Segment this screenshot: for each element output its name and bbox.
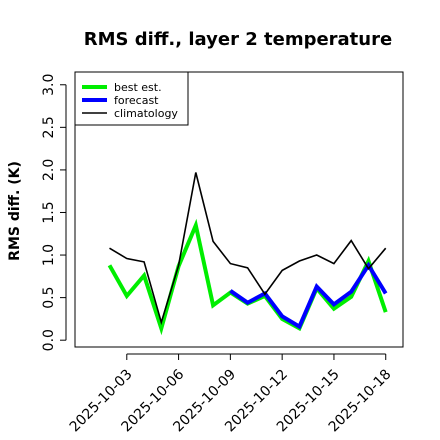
y-tick-label: 0.0 bbox=[41, 329, 57, 351]
y-tick-label: 0.5 bbox=[41, 286, 57, 308]
legend-box bbox=[74, 71, 189, 126]
chart-title: RMS diff., layer 2 temperature bbox=[84, 29, 392, 50]
series-layer bbox=[107, 172, 388, 336]
y-tick-label: 2.0 bbox=[41, 159, 57, 181]
y-tick-label: 3.0 bbox=[41, 74, 57, 96]
x-axis: 2025-10-032025-10-062025-10-092025-10-12… bbox=[67, 353, 395, 435]
y-axis: 0.0 0.5 1.0 1.5 2.0 2.5 3.0 bbox=[41, 74, 67, 351]
y-axis-label: RMS diff. (K) bbox=[7, 161, 23, 261]
legend-label: best est. bbox=[114, 81, 162, 94]
legend-label: climatology bbox=[114, 107, 178, 120]
series-line-climatology bbox=[109, 172, 387, 326]
plot-frame bbox=[74, 71, 404, 348]
legend-label: forecast bbox=[114, 94, 159, 107]
y-tick-label: 2.5 bbox=[41, 116, 57, 138]
y-tick-label: 1.0 bbox=[41, 244, 57, 266]
series-line-best-est bbox=[107, 218, 388, 336]
series-line-forecast bbox=[229, 261, 388, 330]
y-tick-label: 1.5 bbox=[41, 201, 57, 223]
